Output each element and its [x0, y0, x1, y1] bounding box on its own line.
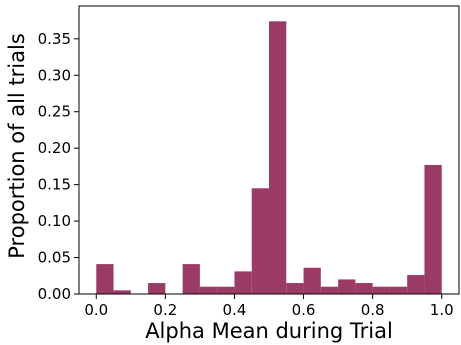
- histogram-bar: [113, 290, 131, 294]
- x-tick-label: 0.0: [84, 301, 108, 319]
- histogram-bar: [269, 21, 287, 295]
- x-tick-label: 0.8: [361, 301, 385, 319]
- histogram-bar: [251, 188, 269, 294]
- y-tick-label: 0.00: [38, 285, 71, 303]
- histogram-bar: [407, 275, 425, 294]
- x-axis-label: Alpha Mean during Trial: [145, 319, 393, 343]
- histogram-bar: [372, 286, 390, 294]
- histogram-bar: [355, 283, 373, 294]
- y-tick-label: 0.25: [38, 103, 71, 121]
- histogram-bar: [217, 286, 235, 294]
- histogram-bar: [303, 267, 321, 294]
- histogram-bar: [389, 286, 408, 294]
- y-ticks-group: 0.00 0.05 0.10 0.15 0.20 0.25 0.30 0.35: [38, 30, 79, 303]
- plot-frame: [78, 5, 460, 295]
- y-tick-label: 0.05: [38, 249, 71, 267]
- x-tick-label: 0.4: [223, 301, 247, 319]
- x-tick-label: 0.2: [153, 301, 177, 319]
- bars-group: [96, 21, 442, 295]
- histogram-bar: [338, 279, 356, 294]
- x-tick-label: 0.6: [292, 301, 316, 319]
- y-tick-label: 0.10: [38, 212, 71, 230]
- y-tick-label: 0.15: [38, 176, 71, 194]
- y-axis-label: Proportion of all trials: [5, 33, 29, 259]
- y-tick-label: 0.20: [38, 139, 71, 157]
- x-ticks-group: 0.0 0.2 0.4 0.6 0.8 1.0: [84, 294, 454, 319]
- histogram-bar: [286, 283, 304, 294]
- y-tick-label: 0.30: [38, 66, 71, 84]
- x-tick-label: 1.0: [430, 301, 454, 319]
- histogram-bar: [199, 286, 218, 294]
- histogram-bar: [234, 271, 252, 294]
- histogram-bar: [148, 283, 166, 294]
- histogram-bar: [96, 264, 114, 294]
- histogram-bar: [424, 164, 442, 294]
- histogram-bar: [182, 264, 200, 294]
- y-tick-label: 0.35: [38, 30, 71, 48]
- histogram-bar: [320, 286, 339, 294]
